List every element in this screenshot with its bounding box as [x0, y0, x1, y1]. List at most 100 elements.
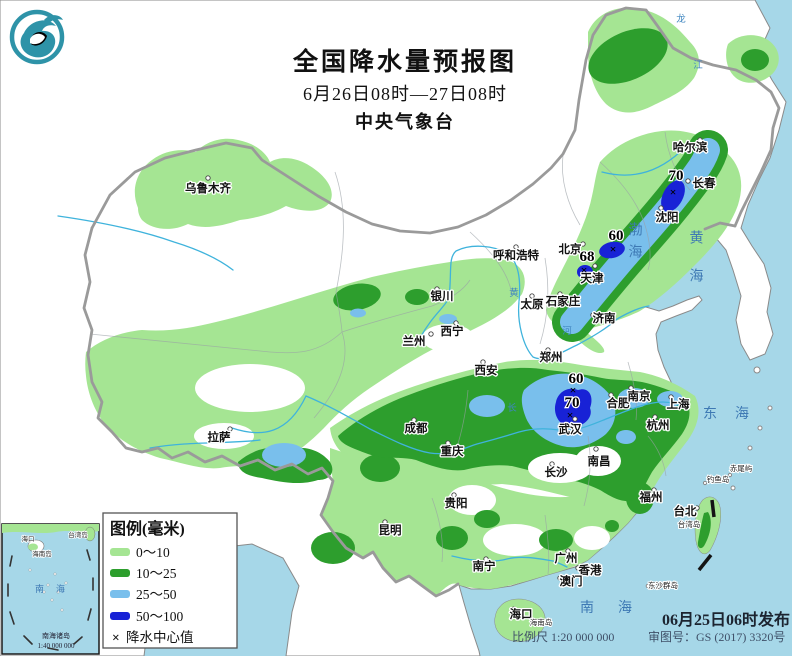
river-char: 江 — [693, 60, 703, 71]
inset-taiwan-label: 台湾岛 — [68, 530, 88, 539]
inset-haikou-label: 海口 — [22, 534, 35, 543]
inset-islands-label: 南海诸岛 — [42, 631, 70, 640]
city: 海口 — [508, 606, 534, 623]
boundary-bars — [697, 499, 716, 572]
center-value: 70 — [669, 168, 684, 184]
city-label: 南宁 — [473, 559, 496, 573]
legend-item-label: 10～25 — [136, 566, 177, 581]
south-china-sea-inset: 台湾岛 海口 海南岛 南海 南海诸岛 1:40 000 000 — [1, 523, 100, 655]
legend-swatch — [110, 548, 130, 556]
legend-box — [102, 512, 238, 649]
city: 拉萨 — [206, 426, 233, 445]
city: 乌鲁木齐 — [184, 175, 233, 196]
national-border — [82, 6, 781, 598]
city: 重庆 — [439, 440, 465, 459]
precip-center: 70× — [667, 167, 684, 199]
precip-centers: 70× 60× 68× 60× 70× — [563, 167, 684, 422]
review-number: 审图号：GS (2017) 3320号 — [648, 629, 785, 644]
city: 长沙 — [543, 461, 569, 480]
legend-swatch — [110, 569, 130, 577]
city: 昆明 — [377, 519, 403, 538]
city: 济南 — [590, 310, 617, 326]
city-label: 香港 — [578, 563, 602, 577]
center-x-mark: × — [570, 383, 577, 397]
city-label: 西安 — [475, 363, 498, 377]
city-label: 南京 — [628, 389, 651, 403]
inset-scale: 1:40 000 000 — [38, 642, 75, 650]
center-value: 60 — [569, 371, 584, 387]
legend-title: 图例(毫米) — [110, 519, 185, 538]
city-label: 石家庄 — [545, 294, 581, 308]
city-label: 沈阳 — [656, 210, 679, 224]
city-label: 太原 — [520, 297, 544, 311]
inset-hainan-label: 海南岛 — [32, 549, 52, 558]
city: 南宁 — [471, 556, 497, 574]
city-label: 重庆 — [441, 444, 464, 458]
agency-name: 中央气象台 — [355, 111, 455, 132]
title-block: 全国降水量预报图 6月26日08时—27日08时 中央气象台 — [292, 47, 517, 132]
legend-marker-symbol: × — [112, 630, 120, 645]
city: 上海 — [665, 394, 691, 412]
city: 西安 — [473, 359, 499, 378]
precip-center: 68× — [578, 248, 595, 277]
legend: 图例(毫米) 0～10 10～25 25～50 50～100 × 降水中心值 — [102, 512, 238, 649]
city: 呼和浩特 — [492, 244, 541, 263]
city-label: 哈尔滨 — [673, 140, 708, 154]
city: 武汉 — [557, 416, 583, 437]
city-label: 拉萨 — [208, 430, 231, 444]
city-label: 澳门 — [560, 574, 583, 588]
island-label: 东沙群岛 — [648, 580, 678, 590]
legend-swatch — [110, 590, 130, 598]
city: 郑州 — [538, 347, 564, 365]
city-label: 上海 — [667, 397, 690, 411]
island-label: 台湾岛 — [678, 519, 701, 529]
valid-period: 6月26日08时—27日08时 — [303, 84, 507, 104]
city: 南京 — [626, 385, 652, 404]
east-sea-label: 东海 — [703, 406, 767, 422]
island-label: 钓鱼岛 — [707, 474, 730, 484]
page-title: 全国降水量预报图 — [292, 47, 517, 76]
issue-time: 06月25日06时发布 — [662, 610, 790, 629]
city-label: 长沙 — [545, 465, 568, 479]
city: 天津 — [579, 263, 605, 286]
ne-rain-band-core — [560, 138, 720, 334]
south-sea-label: 南海 — [580, 600, 656, 616]
city-label: 郑州 — [540, 350, 563, 364]
city: 香港 — [575, 562, 603, 578]
inset-sea-label: 南海 — [35, 583, 77, 594]
bohai-sea-label: 渤海 — [627, 222, 643, 266]
city: 兰州 — [401, 331, 434, 349]
city: 福州 — [637, 487, 664, 505]
legend-item-label: 50～100 — [136, 609, 183, 624]
city: 成都 — [403, 417, 429, 436]
river-char: 龙 — [676, 13, 686, 25]
small-islands — [645, 366, 773, 589]
city: 广州 — [553, 548, 579, 566]
legend-marker-label: 降水中心值 — [126, 630, 194, 645]
sea-labels: 渤海 黄海 东海 南海 — [580, 222, 767, 616]
city: 太原 — [518, 293, 545, 312]
city-label: 南昌 — [588, 454, 611, 468]
island-label: 赤尾屿 — [730, 464, 753, 473]
yellow-sea-label: 黄海 — [688, 229, 704, 306]
river-char: 河 — [562, 325, 572, 337]
city: 南昌 — [586, 446, 612, 469]
province-borders — [89, 131, 691, 575]
river-char: 长 — [507, 402, 517, 414]
legend-item-label: 25～50 — [136, 587, 177, 602]
river-labels: 黄 河 长 龙 江 — [507, 13, 703, 414]
center-value: 68 — [580, 249, 595, 265]
legend-swatch — [110, 612, 130, 620]
city-label: 呼和浩特 — [493, 248, 539, 262]
city: 北京 — [557, 241, 586, 257]
city-label: 合肥 — [607, 396, 630, 410]
cma-logo-icon — [9, 9, 65, 65]
city: 哈尔滨 — [671, 137, 709, 155]
city-label: 昆明 — [379, 523, 402, 537]
city: 长春 — [685, 175, 717, 191]
city: 银川 — [429, 286, 455, 304]
city-label: 武汉 — [559, 422, 582, 436]
center-x-mark: × — [610, 242, 617, 256]
city: 合肥 — [605, 392, 631, 411]
